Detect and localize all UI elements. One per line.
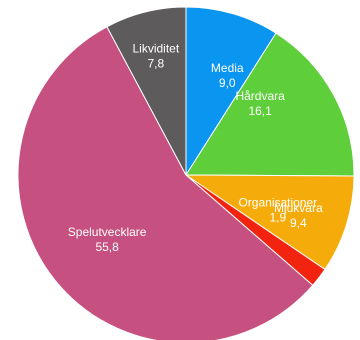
slice-value-label: 55,8 [95,240,119,254]
slice-label: Likviditet [132,41,179,55]
pie-slice-likviditet [106,6,187,176]
slice-label: Spelutvecklare [68,225,147,239]
slice-label: Mjukvara [274,201,323,215]
pie-slice-hårdvara [185,32,355,177]
pie-slice-media [185,6,277,177]
slice-value-label: 9,0 [219,76,236,90]
pie-slice-spelutvecklare [17,26,314,340]
slice-value-label: 9,4 [290,216,307,230]
slice-label: Hårdvara [235,89,285,103]
slice-value-label: 7,8 [147,56,164,70]
slice-label: Organisationer [238,196,317,210]
slice-value-label: 1,9 [269,211,286,225]
slice-value-label: 16,1 [248,104,272,118]
slice-label: Media [211,61,244,75]
pie-slice-mjukvara [184,174,355,271]
